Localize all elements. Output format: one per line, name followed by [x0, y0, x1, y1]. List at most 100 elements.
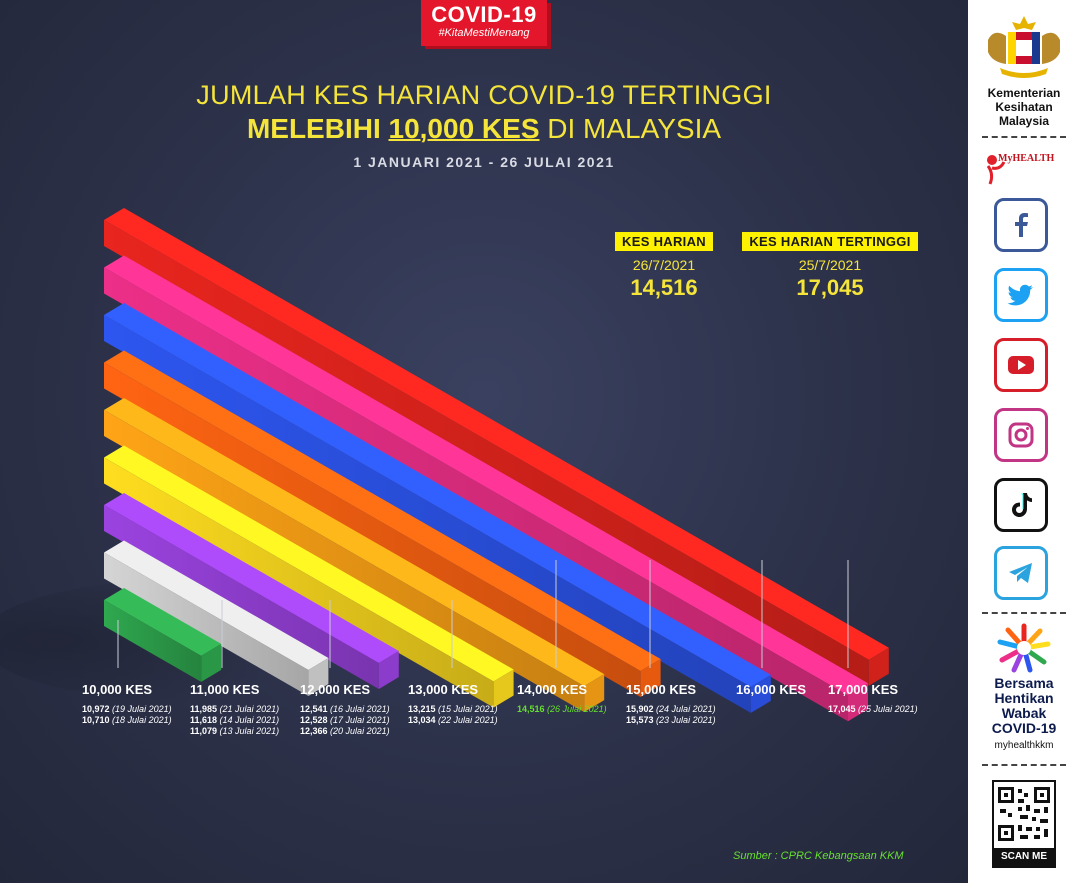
data-label-value: 12,366: [300, 726, 328, 736]
bar-8: [104, 255, 868, 722]
data-label: 11,079 (13 Julai 2021): [190, 726, 279, 737]
ministry-name: Kementerian Kesihatan Malaysia: [968, 86, 1080, 128]
campaign-logo-icon: [997, 623, 1051, 673]
bar-end-face: [378, 651, 399, 690]
divider: [982, 136, 1066, 138]
social-handle: myhealthkkm: [994, 740, 1054, 751]
stat-highest-date: 25/7/2021: [798, 257, 862, 273]
bar-top-face: [104, 588, 222, 656]
data-label-date: (22 Julai 2021): [438, 715, 498, 725]
stat-daily-value: 14,516: [630, 275, 698, 300]
data-label-value: 12,541: [300, 704, 328, 714]
myhealth-label: MyHEALTH: [998, 153, 1055, 164]
date-range: 1 JANUARI 2021 - 26 JULAI 2021: [353, 154, 615, 170]
bar-top-face: [104, 350, 661, 672]
bar-2: [104, 540, 329, 697]
data-label: 12,541 (16 Julai 2021): [300, 704, 390, 715]
bar-6: [104, 350, 661, 698]
title-rest: DI MALAYSIA: [547, 113, 722, 144]
data-label-date: (25 Julai 2021): [858, 704, 918, 714]
data-label-date: (18 Julai 2021): [112, 715, 172, 725]
data-label-date: (20 Julai 2021): [330, 726, 390, 736]
page-title-line2: MELEBIHI 10,000 KES DI MALAYSIA: [0, 113, 968, 145]
tiktok-button[interactable]: [994, 478, 1048, 532]
data-label: 10,972 (19 Julai 2021): [82, 704, 172, 715]
data-label-value: 12,528: [300, 715, 328, 725]
bar-front-face: [104, 457, 494, 708]
stat-highest-label: KES HARIAN TERTINGGI: [742, 232, 918, 251]
campaign-line3: Wabak: [1001, 705, 1047, 721]
data-label-value: 15,573: [626, 715, 654, 725]
data-label-value: 17,045: [828, 704, 856, 714]
campaign-line2: Hentikan: [994, 690, 1054, 706]
instagram-icon: [1008, 422, 1034, 448]
myhealth-logo-icon: [986, 155, 1006, 185]
instagram-button[interactable]: [994, 408, 1048, 462]
data-label: 12,528 (17 Julai 2021): [300, 715, 390, 726]
data-label-date: (21 Julai 2021): [219, 704, 280, 714]
divider: [982, 612, 1066, 614]
data-label: 11,618 (14 Julai 2021): [190, 715, 279, 726]
data-label: 14,516 (26 Julai 2021): [517, 704, 607, 715]
data-label-date: (15 Julai 2021): [438, 704, 498, 714]
malaysia-emblem-icon: [988, 16, 1060, 78]
bar-5: [104, 398, 605, 713]
data-label: 15,902 (24 Julai 2021): [626, 704, 716, 715]
youtube-button[interactable]: [994, 338, 1048, 392]
qr-code[interactable]: SCAN ME: [992, 780, 1056, 868]
data-label: 12,366 (20 Julai 2021): [300, 726, 390, 737]
bar-front-face: [104, 600, 202, 682]
bar-top-face: [104, 208, 889, 660]
covid-badge: COVID-19 #KitaMestiMenang: [421, 0, 547, 46]
title-bold: MELEBIHI: [246, 113, 381, 144]
bar-front-face: [104, 552, 309, 697]
facebook-button[interactable]: [994, 198, 1048, 252]
source-note: Sumber : CPRC Kebangsaan KKM: [733, 850, 904, 862]
data-label-date: (14 Julai 2021): [219, 715, 280, 725]
ministry-line1: Kementerian: [987, 86, 1061, 100]
infographic-canvas: COVID-19 #KitaMestiMenang JUMLAH KES HAR…: [0, 0, 968, 883]
bar-end-face: [868, 647, 889, 686]
telegram-icon: [1009, 563, 1032, 583]
campaign-line4: COVID-19: [991, 720, 1057, 736]
bar-top-face: [104, 303, 771, 687]
bar-4: [104, 445, 514, 708]
data-label-date: (24 Julai 2021): [656, 704, 716, 714]
bar-end-face: [201, 643, 222, 682]
twitter-icon: [1007, 284, 1033, 306]
bar-9: [104, 208, 889, 686]
data-label-date: (26 Julai 2021): [547, 704, 607, 714]
stat-highest-cases: KES HARIAN TERTINGGI 25/7/2021 17,045: [738, 232, 922, 301]
data-label-value: 10,972: [82, 704, 110, 714]
data-label: 15,573 (23 Julai 2021): [626, 715, 716, 726]
bar-front-face: [104, 505, 379, 690]
bar-end-face: [750, 674, 771, 713]
data-label: 11,985 (21 Julai 2021): [190, 704, 279, 715]
bar-front-face: [104, 315, 751, 713]
data-label-value: 13,034: [408, 715, 436, 725]
x-tick-label: 15,000 KES: [626, 682, 697, 697]
telegram-button[interactable]: [994, 546, 1048, 600]
data-label: 17,045 (25 Julai 2021): [828, 704, 918, 715]
stat-daily-date: 26/7/2021: [632, 257, 696, 273]
x-tick-label: 10,000 KES: [82, 682, 153, 697]
bar-3: [104, 493, 399, 690]
sidebar: Kementerian Kesihatan Malaysia MyHEALTH: [968, 0, 1080, 883]
ministry-line3: Malaysia: [998, 114, 1050, 128]
data-label-value: 10,710: [82, 715, 110, 725]
bar-top-face: [104, 493, 399, 664]
bar-top-face: [104, 540, 329, 671]
qr-code-icon: [998, 787, 1050, 841]
bar-top-face: [104, 398, 605, 687]
x-tick-label: 16,000 KES: [736, 682, 807, 697]
badge-title: COVID-19: [431, 2, 537, 27]
page-title: JUMLAH KES HARIAN COVID-19 TERTINGGI: [196, 80, 772, 110]
bar-front-face: [104, 410, 585, 713]
data-label: 13,215 (15 Julai 2021): [408, 704, 498, 715]
twitter-button[interactable]: [994, 268, 1048, 322]
x-tick-label: 14,000 KES: [517, 682, 588, 697]
badge-hashtag: #KitaMestiMenang: [438, 27, 530, 39]
data-label-date: (23 Julai 2021): [656, 715, 716, 725]
divider: [982, 764, 1066, 766]
facebook-icon: [1015, 213, 1028, 237]
